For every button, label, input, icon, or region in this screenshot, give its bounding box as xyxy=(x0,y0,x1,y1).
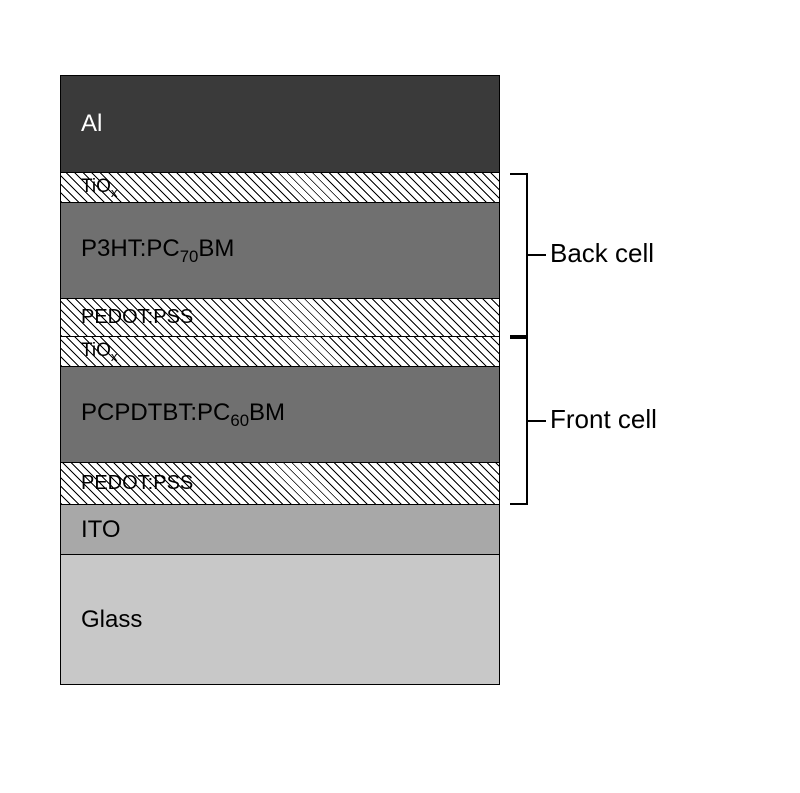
layer-label-ito: ITO xyxy=(61,516,121,544)
layer-ito: ITO xyxy=(60,505,500,555)
layer-pcpdtbt: PCPDTBT:PC60BM xyxy=(60,367,500,463)
layer-label-pedot2: PEDOT:PSS xyxy=(61,472,193,495)
layer-label-glass: Glass xyxy=(61,606,142,634)
layer-label-pcpdtbt: PCPDTBT:PC60BM xyxy=(61,399,285,431)
layer-label-al: Al xyxy=(61,110,102,138)
layer-label-tiox2: TiOx xyxy=(61,340,118,364)
layer-pedot1: PEDOT:PSS xyxy=(60,299,500,337)
layer-stack: Al TiOx P3HT:PC70BM PEDOT:PSS TiOx PCPDTBT:PC… xyxy=(60,75,500,685)
layer-al: Al xyxy=(60,75,500,173)
bracket-tick-back-cell xyxy=(528,254,546,256)
layer-label-p3ht: P3HT:PC70BM xyxy=(61,235,234,267)
layer-pedot2: PEDOT:PSS xyxy=(60,463,500,505)
layer-label-tiox1: TiOx xyxy=(61,176,118,200)
layer-tiox2: TiOx xyxy=(60,337,500,367)
layer-tiox1: TiOx xyxy=(60,173,500,203)
bracket-tick-front-cell xyxy=(528,420,546,422)
layer-glass: Glass xyxy=(60,555,500,685)
bracket-back-cell xyxy=(510,173,528,337)
bracket-label-front-cell: Front cell xyxy=(550,404,657,435)
layer-label-pedot1: PEDOT:PSS xyxy=(61,306,193,329)
bracket-front-cell xyxy=(510,337,528,505)
bracket-label-back-cell: Back cell xyxy=(550,238,654,269)
layer-p3ht: P3HT:PC70BM xyxy=(60,203,500,299)
